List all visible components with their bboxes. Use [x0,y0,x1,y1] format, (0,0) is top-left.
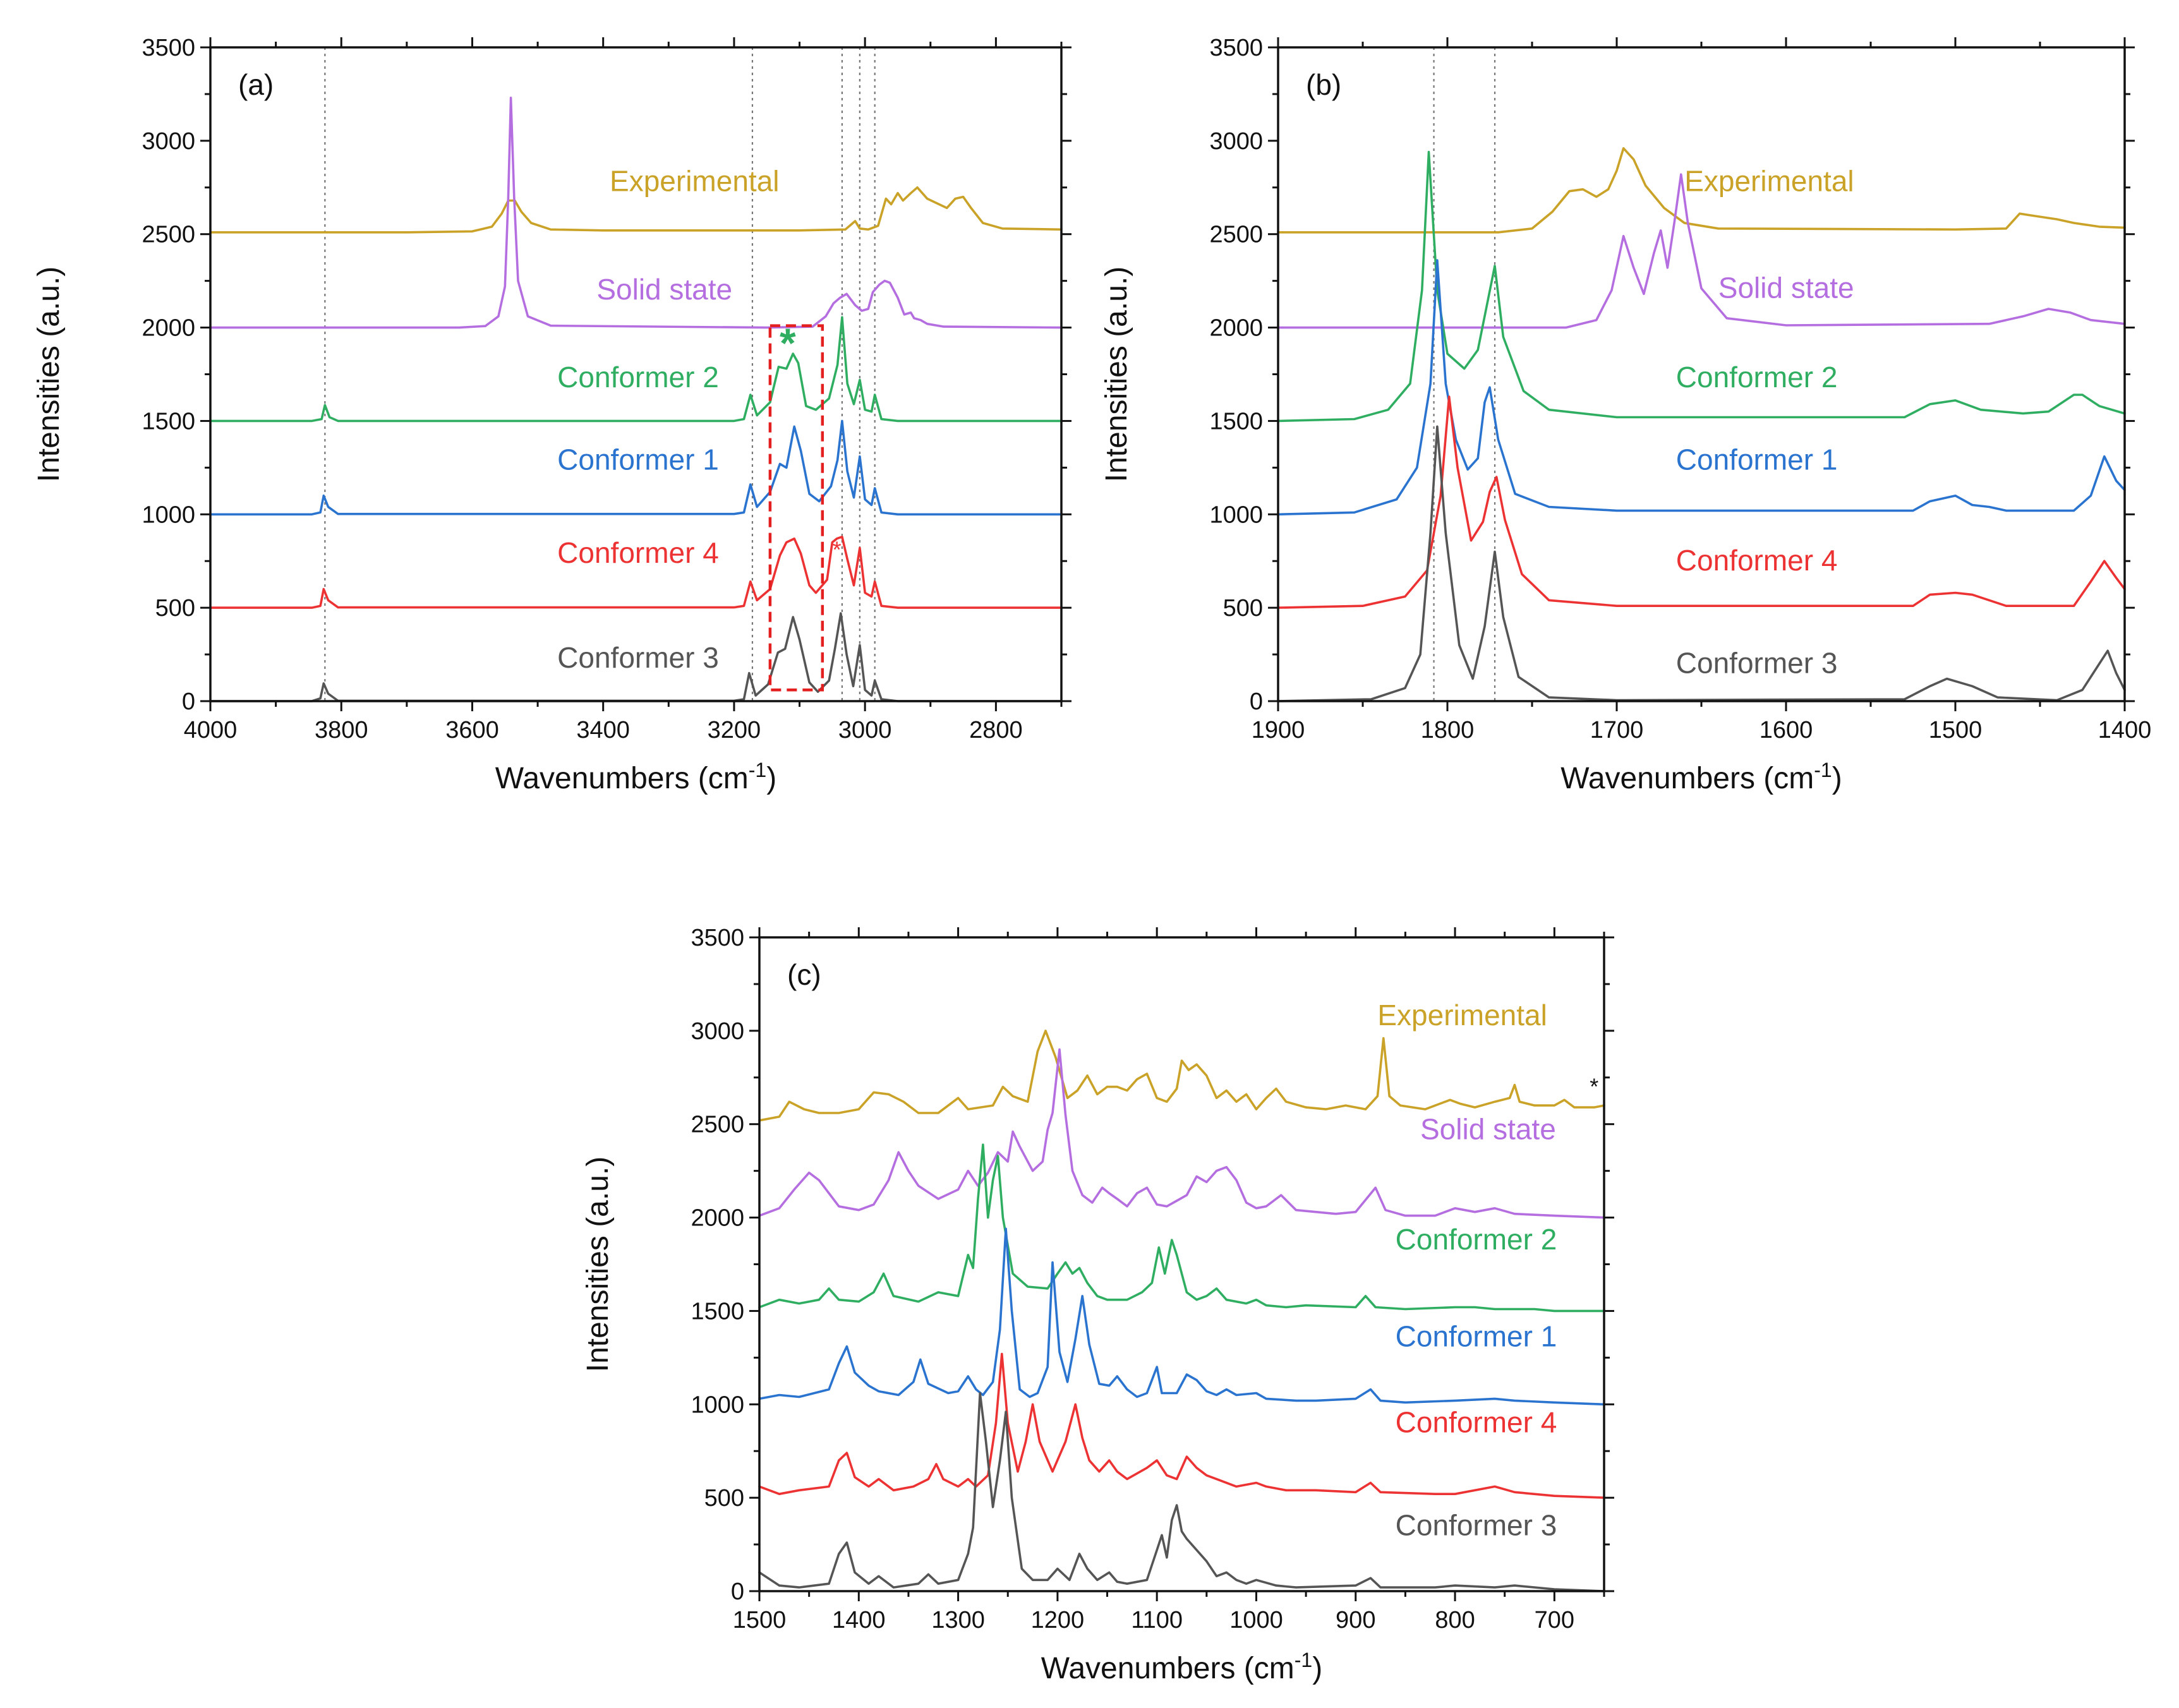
x-tick-label: 1000 [1229,1607,1283,1633]
y-tick-label: 500 [155,595,195,622]
small-marker: * [1590,1073,1598,1099]
panel-a: * * 4000 3800 3600 3400 3200 3000 2800 0 500 1000 15… [32,35,1071,795]
x-tick-label: 1100 [1131,1607,1183,1633]
x-tick-label: 1600 [1759,717,1813,743]
y-tick-label: 3000 [691,1018,744,1045]
x-tick-label: 3400 [576,717,630,743]
small-marker: * [833,536,842,562]
series-label-conformer-4: Conformer 4 [1396,1406,1557,1439]
y-tick-label: 1000 [691,1392,744,1418]
series-label-conformer-2: Conformer 2 [1676,361,1838,394]
trace-conformer-2 [209,316,1063,423]
x-tick-label: 1400 [2098,717,2152,743]
y-tick-label: 0 [182,689,195,715]
trace-solid-state [209,97,1063,329]
x-tick-label: 4000 [184,717,238,743]
x-tick-label: 2800 [969,717,1023,743]
y-tick-label: 1500 [1209,408,1263,435]
trace-solid-state [1277,173,2126,329]
series-label-solid-state: Solid state [596,273,732,306]
y-tick-label: 2500 [691,1112,744,1138]
series-label-conformer-4: Conformer 4 [557,536,719,569]
x-tick-label: 1500 [1929,717,1983,743]
series-label-conformer-2: Conformer 2 [557,361,719,394]
x-tick-label: 3600 [445,717,499,743]
series-label-experimental: Experimental [1377,999,1547,1031]
trace-experimental [1277,147,2126,234]
panel-c: * 1500 1400 1300 1200 1100 1000 900 800 700 0 500 10… [581,925,1614,1685]
y-tick-label: 2000 [142,315,195,342]
y-tick-label: 2000 [1209,315,1263,342]
panel-label: (b) [1306,68,1341,101]
y-tick-label: 3000 [142,128,195,155]
x-tick-label: 1400 [832,1607,886,1633]
y-tick-label: 3500 [142,35,195,61]
trace-conformer-2 [758,1143,1605,1313]
trace-conformer-3 [1277,425,2126,702]
trace-experimental [209,186,1063,234]
series-label-conformer-4: Conformer 4 [1676,544,1838,577]
y-tick-label: 1000 [142,502,195,528]
panel-label: (a) [238,68,274,101]
y-tick-label: 3500 [691,925,744,951]
trace-solid-state [758,1048,1605,1219]
x-tick-label: 1300 [931,1607,985,1633]
panel-label: (c) [787,958,821,991]
highlight-marker: * [780,320,796,366]
trace-conformer-3 [209,612,1063,702]
y-tick-label: 2500 [1209,222,1263,248]
y-tick-label: 2000 [691,1205,744,1232]
trace-conformer-2 [1277,150,2126,423]
x-axis-label: Wavenumbers (cm-1) [495,759,776,795]
y-tick-label: 2500 [142,222,195,248]
x-tick-label: 700 [1535,1607,1574,1633]
x-tick-label: 1700 [1590,717,1644,743]
series-label-experimental: Experimental [1684,165,1854,198]
x-tick-label: 900 [1336,1607,1375,1633]
series-label-conformer-3: Conformer 3 [1396,1508,1557,1541]
y-axis-label: Intensities (a.u.) [32,267,66,482]
trace-conformer-4 [209,536,1063,609]
series-label-solid-state: Solid state [1420,1112,1556,1145]
plot-frame [758,936,1605,1592]
panel-b: 1900 1800 1700 1600 1500 1400 0 500 1000 1500 2000… [1100,35,2151,795]
series-label-solid-state: Solid state [1718,271,1854,304]
y-tick-label: 3500 [1209,35,1263,61]
y-tick-label: 500 [704,1485,744,1512]
series-label-conformer-2: Conformer 2 [1396,1223,1557,1256]
trace-conformer-1 [758,1227,1605,1406]
y-tick-label: 500 [1223,595,1263,622]
trace-conformer-1 [209,419,1063,516]
series-label-conformer-1: Conformer 1 [557,443,719,476]
x-tick-label: 1200 [1031,1607,1085,1633]
series-label-experimental: Experimental [610,165,779,198]
trace-conformer-1 [1277,259,2126,516]
highlight-box [768,324,824,692]
x-tick-label: 3200 [708,717,761,743]
x-tick-label: 1900 [1252,717,1305,743]
y-axis-label: Intensities (a.u.) [1100,267,1133,482]
y-tick-label: 3000 [1209,128,1263,155]
x-tick-label: 3000 [838,717,892,743]
series-label-conformer-3: Conformer 3 [1676,647,1838,680]
trace-conformer-3 [758,1392,1605,1592]
trace-conformer-4 [758,1352,1605,1499]
x-tick-label: 1500 [733,1607,787,1633]
y-tick-label: 0 [731,1579,744,1605]
x-tick-label: 800 [1435,1607,1475,1633]
x-tick-label: 1800 [1421,717,1475,743]
series-label-conformer-1: Conformer 1 [1396,1320,1557,1353]
y-tick-label: 0 [1250,689,1263,715]
series-label-conformer-1: Conformer 1 [1676,443,1838,476]
x-tick-label: 3800 [315,717,368,743]
series-label-conformer-3: Conformer 3 [557,641,719,674]
y-tick-label: 1500 [142,408,195,435]
y-tick-label: 1000 [1209,502,1263,528]
y-tick-label: 1500 [691,1298,744,1325]
trace-experimental [758,1030,1605,1122]
x-axis-label: Wavenumbers (cm-1) [1560,759,1842,795]
x-axis-label: Wavenumbers (cm-1) [1041,1649,1322,1685]
y-axis-label: Intensities (a.u.) [581,1157,615,1372]
